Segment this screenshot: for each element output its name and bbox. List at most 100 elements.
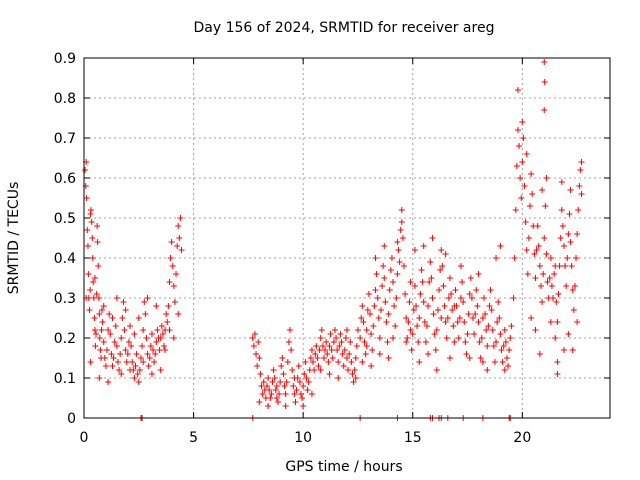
data-point bbox=[374, 295, 381, 301]
data-point bbox=[488, 307, 495, 313]
data-point bbox=[528, 171, 535, 177]
data-point bbox=[123, 359, 130, 365]
y-tick-label: 0 bbox=[67, 411, 76, 427]
data-point bbox=[281, 383, 288, 389]
data-point bbox=[300, 403, 307, 409]
data-point bbox=[324, 351, 331, 357]
data-point bbox=[534, 223, 541, 229]
data-point bbox=[372, 255, 379, 261]
data-point bbox=[437, 267, 444, 273]
data-point bbox=[536, 263, 543, 269]
data-point bbox=[272, 387, 279, 393]
data-point bbox=[164, 319, 171, 325]
data-point bbox=[543, 175, 550, 181]
data-point bbox=[486, 303, 493, 309]
data-point bbox=[454, 319, 461, 325]
data-point bbox=[414, 323, 421, 329]
data-point bbox=[96, 335, 103, 341]
data-point bbox=[427, 259, 434, 265]
data-point bbox=[463, 351, 470, 357]
x-tick-label: 10 bbox=[294, 430, 312, 446]
data-point bbox=[381, 275, 388, 281]
data-point bbox=[89, 255, 96, 261]
data-point bbox=[338, 339, 345, 345]
data-point bbox=[122, 307, 129, 313]
data-point bbox=[501, 367, 508, 373]
data-point bbox=[533, 247, 540, 253]
data-point bbox=[344, 327, 350, 333]
data-point bbox=[524, 271, 531, 277]
data-point bbox=[405, 319, 412, 325]
data-point bbox=[341, 347, 348, 353]
data-point bbox=[135, 315, 142, 321]
data-point bbox=[342, 335, 349, 341]
data-point bbox=[359, 303, 366, 309]
data-point bbox=[569, 287, 576, 293]
data-point bbox=[157, 335, 164, 341]
data-point bbox=[505, 363, 512, 369]
data-point bbox=[387, 267, 394, 273]
data-point bbox=[547, 255, 554, 261]
data-point bbox=[323, 339, 330, 345]
data-point bbox=[419, 279, 426, 285]
data-point bbox=[129, 359, 136, 365]
data-point bbox=[322, 347, 329, 353]
data-point bbox=[278, 363, 285, 369]
data-point bbox=[531, 251, 538, 257]
data-point bbox=[270, 367, 277, 373]
data-point bbox=[166, 327, 173, 333]
data-point bbox=[529, 191, 536, 197]
data-point bbox=[560, 243, 567, 249]
data-point bbox=[265, 375, 272, 381]
data-point bbox=[434, 307, 441, 313]
data-point bbox=[390, 279, 397, 285]
data-point bbox=[119, 315, 126, 321]
data-point bbox=[466, 355, 473, 361]
data-point bbox=[560, 347, 567, 353]
data-point bbox=[382, 299, 389, 305]
data-point bbox=[380, 263, 387, 269]
data-point bbox=[87, 287, 94, 293]
data-point bbox=[385, 355, 392, 361]
data-point bbox=[289, 367, 296, 373]
data-point bbox=[558, 179, 565, 185]
data-point bbox=[574, 319, 581, 325]
data-point bbox=[100, 339, 107, 345]
data-point bbox=[571, 283, 578, 289]
data-point bbox=[336, 343, 343, 349]
data-point bbox=[154, 327, 161, 333]
data-point bbox=[267, 395, 274, 401]
x-axis-label: GPS time / hours bbox=[285, 459, 402, 475]
data-point bbox=[100, 303, 107, 309]
data-point bbox=[94, 223, 101, 229]
y-tick-label: 0.1 bbox=[54, 371, 76, 387]
data-point bbox=[520, 135, 527, 141]
data-point bbox=[459, 279, 466, 285]
data-point bbox=[260, 379, 267, 385]
data-point bbox=[501, 327, 508, 333]
data-point bbox=[124, 351, 131, 357]
data-point bbox=[569, 347, 576, 353]
data-point bbox=[540, 271, 547, 277]
data-point bbox=[493, 339, 500, 345]
data-point bbox=[131, 375, 138, 381]
data-point bbox=[158, 323, 165, 329]
data-point bbox=[396, 259, 403, 265]
data-point bbox=[329, 355, 336, 361]
data-point bbox=[313, 343, 320, 349]
data-point bbox=[120, 299, 127, 305]
data-point bbox=[93, 331, 100, 337]
data-point bbox=[325, 359, 332, 365]
data-point bbox=[445, 295, 452, 301]
data-point bbox=[411, 283, 418, 289]
data-point bbox=[287, 327, 294, 333]
y-tick-label: 0.8 bbox=[54, 91, 76, 107]
data-point bbox=[288, 347, 295, 353]
data-point bbox=[125, 339, 132, 345]
x-tick-label: 15 bbox=[404, 430, 422, 446]
data-point bbox=[442, 319, 449, 325]
data-point bbox=[554, 359, 561, 365]
data-point bbox=[118, 371, 125, 377]
data-point bbox=[432, 347, 439, 353]
data-point bbox=[171, 299, 178, 305]
